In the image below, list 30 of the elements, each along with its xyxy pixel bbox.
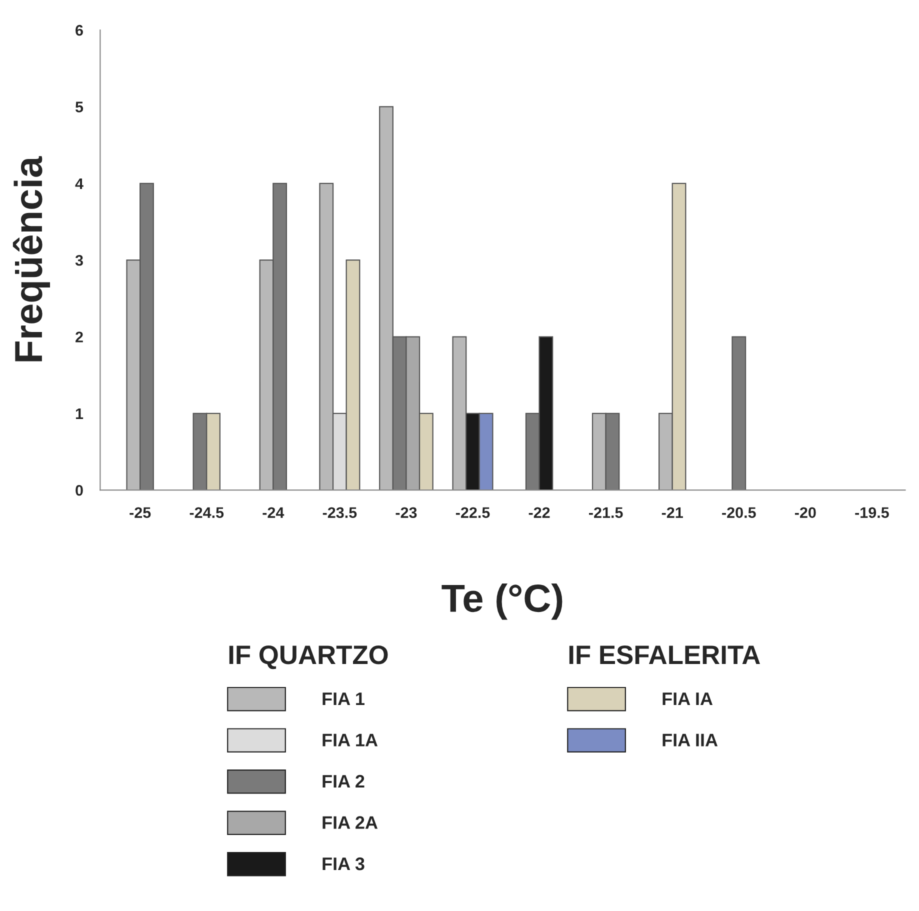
legend-label: FIA 3: [322, 857, 364, 870]
y-tick-label: 1: [76, 408, 84, 419]
y-tick-label: 2: [76, 332, 83, 342]
x-tick-label: -23.5: [322, 507, 357, 518]
x-tick-label: -20.5: [722, 507, 756, 518]
legend-label: FIA IA: [662, 692, 713, 706]
x-tick-label: -21.5: [589, 507, 623, 518]
legend-label: FIA IIA: [662, 734, 718, 746]
x-tick-label: -22: [528, 507, 550, 518]
y-tick-label: 6: [76, 24, 83, 36]
legend-label: FIA 1A: [322, 734, 378, 746]
y-axis-title: Freqüência: [12, 156, 50, 362]
x-tick-label: -23: [396, 507, 417, 518]
legend-label: FIA 2: [322, 774, 364, 788]
x-tick-label: -25: [130, 507, 151, 518]
text: IF ESFALERITA: [569, 646, 760, 664]
x-tick-label: -22.5: [456, 507, 490, 518]
legend-label: FIA 2A: [322, 816, 378, 829]
y-tick-label: 0: [76, 484, 83, 496]
x-tick-label: -24.5: [190, 507, 224, 518]
x-tick-label: -19.5: [855, 507, 889, 518]
x-tick-label: -20: [794, 507, 816, 518]
x-tick-label: -24: [262, 507, 284, 518]
text: IF QUARTZO: [229, 646, 388, 670]
x-tick-label: -21: [662, 507, 683, 518]
legend-label: FIA 1: [322, 692, 364, 706]
x-axis-title: Te (°C): [442, 584, 562, 620]
y-tick-label: 5: [75, 102, 84, 112]
y-tick-label: 3: [75, 254, 83, 266]
y-tick-label: 4: [75, 178, 84, 189]
